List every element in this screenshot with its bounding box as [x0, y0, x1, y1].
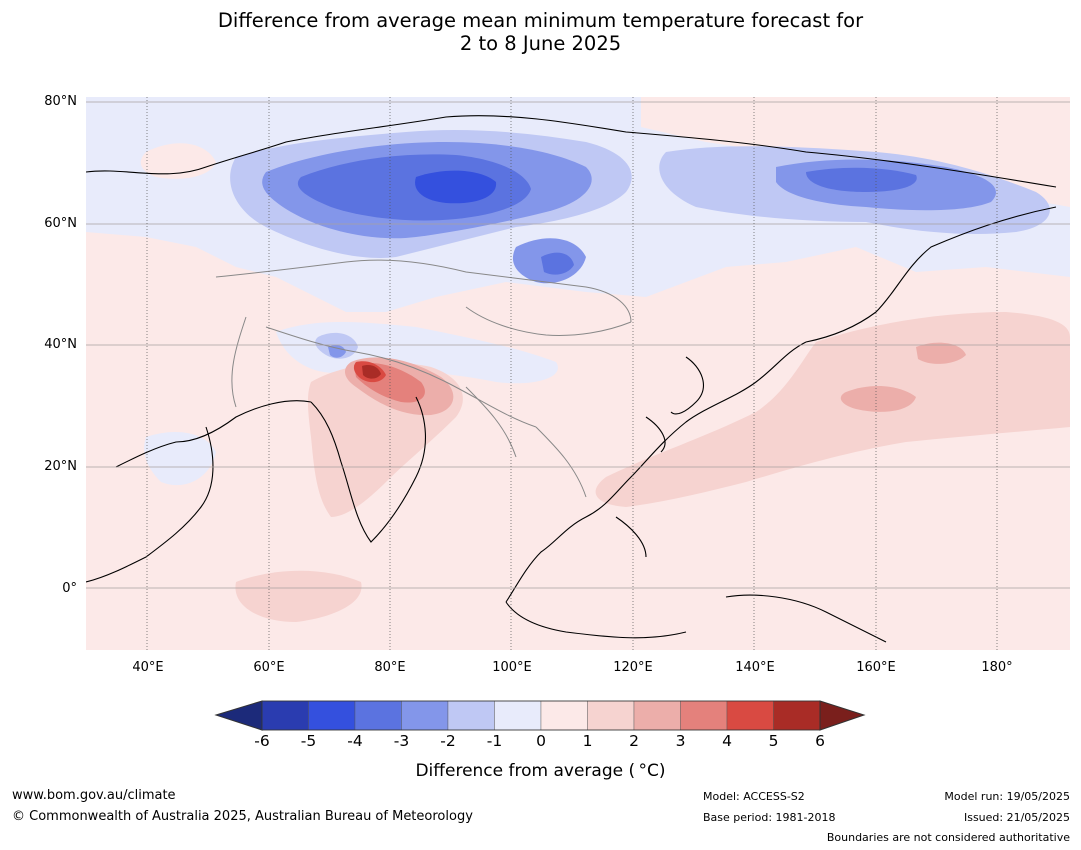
anomaly-region-indian-ocean-plus1 — [235, 570, 362, 622]
colorbar-bin — [633, 700, 681, 731]
colorbar-bins — [261, 700, 821, 731]
lon-label-100e: 100°E — [492, 660, 532, 675]
lat-gridlines — [86, 101, 1070, 589]
colorbar-tick-label: -6 — [254, 732, 270, 750]
footer-model-run: Model run: 19/05/2025 — [944, 790, 1070, 803]
colorbar-tick-label: 6 — [815, 732, 825, 750]
footer-issued: Issued: 21/05/2025 — [963, 811, 1070, 824]
colorbar-tick-label: 0 — [536, 732, 546, 750]
colorbar-bin — [354, 700, 402, 731]
anomaly-patch-arabia-cool — [144, 432, 216, 486]
lat-label-0: 0° — [62, 581, 77, 596]
anomaly-patch-tibet-plus5 — [362, 364, 381, 379]
footer-website: www.bom.gov.au/climate — [12, 788, 176, 803]
anomaly-patch-pamir-minus3 — [328, 344, 346, 358]
colorbar-tick-label: 4 — [722, 732, 732, 750]
lon-label-40e: 40°E — [132, 660, 164, 675]
colorbar-tick-label: 5 — [768, 732, 779, 750]
colorbar-over-arrow — [819, 700, 866, 731]
colorbar-bin — [773, 700, 821, 731]
colorbar-label: Difference from average ( °C) — [415, 761, 666, 781]
lon-label-120e: 120°E — [613, 660, 653, 675]
lon-label-60e: 60°E — [253, 660, 285, 675]
colorbar-bin — [447, 700, 495, 731]
colorbar-bin — [540, 700, 588, 731]
anomaly-patch-baikal-minus4 — [541, 252, 574, 275]
colorbar-bin — [401, 700, 449, 731]
anomaly-patch-pacific-plus2-central — [840, 385, 916, 412]
lat-label-40n: 40°N — [44, 337, 77, 352]
title-line-1: Difference from average mean minimum tem… — [217, 9, 864, 32]
footer-disclaimer: Boundaries are not considered authoritat… — [826, 831, 1070, 844]
colorbar-bin — [261, 700, 309, 731]
map-svg — [86, 97, 1070, 650]
colorbar-outline — [261, 700, 821, 731]
lat-label-60n: 60°N — [44, 216, 77, 231]
lat-label-80n: 80°N — [44, 94, 77, 109]
colorbar-tick-label: 3 — [675, 732, 686, 750]
colorbar-bin — [587, 700, 635, 731]
lon-label-160e: 160°E — [856, 660, 896, 675]
colorbar-under-arrow — [214, 700, 263, 731]
forecast-map — [86, 97, 1070, 650]
colorbar-bin — [680, 700, 728, 731]
title-line-2: 2 to 8 June 2025 — [459, 32, 622, 55]
colorbar-tick-label: -4 — [347, 732, 363, 750]
colorbar-bin — [494, 700, 542, 731]
anomaly-patch-pacific-plus2-east — [916, 342, 966, 364]
footer-model: Model: ACCESS-S2 — [703, 790, 805, 803]
anomaly-patch-far-east-minus4 — [806, 167, 917, 192]
lat-label-20n: 20°N — [44, 459, 77, 474]
lon-label-80e: 80°E — [374, 660, 406, 675]
colorbar-tick-label: 2 — [629, 732, 639, 750]
colorbar-bin — [308, 700, 356, 731]
anomaly-patch-siberia-minus5 — [415, 170, 497, 204]
lon-gridlines — [146, 97, 998, 650]
colorbar-tick-label: -3 — [393, 732, 410, 750]
colorbar-tick-label: 1 — [582, 732, 593, 750]
anomaly-region-siberia-minus4 — [297, 154, 531, 221]
colorbar-tick-label: -5 — [300, 732, 317, 750]
colorbar — [214, 700, 866, 731]
lon-label-180: 180° — [981, 660, 1013, 675]
colorbar-tick-label: -2 — [440, 732, 456, 750]
colorbar-tick-label: -1 — [486, 732, 503, 750]
colorbar-bin — [726, 700, 774, 731]
country-borders — [215, 259, 632, 498]
footer-copyright: © Commonwealth of Australia 2025, Austra… — [12, 809, 473, 824]
map-title: Difference from average mean minimum tem… — [0, 9, 1081, 55]
lon-label-140e: 140°E — [735, 660, 775, 675]
coastlines — [86, 115, 1057, 643]
footer-base-period: Base period: 1981-2018 — [703, 811, 836, 824]
